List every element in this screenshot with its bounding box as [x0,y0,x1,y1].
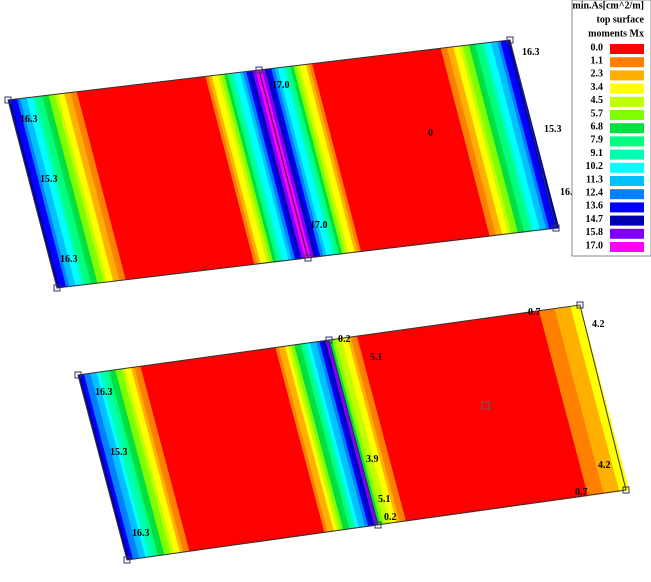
contour-label: 15.3 [544,124,562,135]
legend-label: 7.9 [591,135,604,146]
support-symbol [53,284,61,292]
support-symbol [4,96,12,104]
legend-swatch [610,202,644,213]
legend-label: 12.4 [586,187,604,198]
contour-label: 0.7 [528,307,541,318]
legend-swatch [610,123,644,134]
legend-label: 5.7 [591,108,604,119]
contour-label: 3.9 [366,454,379,465]
contour-label: 15.3 [40,174,58,185]
legend-label: 2.3 [591,69,604,80]
support-symbol [325,336,333,344]
legend-label: 4.5 [591,95,604,106]
legend-title: min.As[cm^2/m] [572,0,644,11]
support-line [258,69,309,259]
legend-swatch [610,242,644,252]
legend: min.As[cm^2/m] top surface moments Mx 0.0 1.… [572,0,645,252]
support-symbol [304,254,312,262]
contour-label: 4.2 [592,319,605,330]
legend-swatch [610,57,644,68]
contour-label: 16.3 [560,187,578,198]
contour-label: 16.3 [20,114,38,125]
legend-title: moments Mx [588,28,644,39]
legend-swatch [610,136,644,147]
legend-swatch [610,149,644,160]
legend-swatch [610,162,644,173]
legend-swatch [610,70,644,81]
legend-title: top surface [597,14,645,25]
contour-label: 5.1 [370,352,383,363]
contour-label: 15.3 [110,447,128,458]
support-symbol [74,371,82,379]
plates: 16.3 15.3 16.3 17.0 17.0 0 16.3 15.3 16.3 16.3 15.… [4,36,630,564]
legend-label: 17.0 [586,240,604,251]
legend-swatch [610,44,644,54]
support-symbol [123,556,131,564]
contour-label: 0.7 [575,487,588,498]
legend-label: 10.2 [586,161,604,172]
legend-swatch [610,189,644,200]
contour-label: 16.3 [60,254,78,265]
legend-label: 3.4 [591,82,604,93]
legend-label: 0.0 [591,42,604,53]
legend-swatch [610,83,644,94]
contour-label: 17.0 [310,220,328,231]
contour-label: 0 [428,128,433,139]
support-symbol [374,521,382,529]
legend-swatch [610,228,644,239]
contour-label: 5.1 [378,494,391,505]
legend-swatch [610,96,644,107]
support-symbol [506,36,514,44]
legend-label: 1.1 [591,55,604,66]
legend-label: 9.1 [591,148,604,159]
support-line [328,339,379,526]
contour-label: 0.2 [338,334,351,345]
contour-label: 16.3 [95,387,113,398]
legend-label: 11.3 [586,174,603,185]
legend-swatch [610,215,644,226]
support-symbol [576,301,584,309]
plate-outline [7,39,557,289]
contour-label: 4.2 [598,460,611,471]
contour-label: 16.3 [522,47,540,58]
legend-label: 13.6 [586,201,604,212]
plate-outline [77,304,627,561]
contour-label: 17.0 [272,80,290,91]
contour-label: 0.2 [384,512,397,523]
support-symbol [255,66,263,74]
support-symbol [622,486,630,494]
legend-swatch [610,110,644,120]
legend-label: 6.8 [591,121,604,132]
legend-label: 15.8 [586,227,604,238]
node-marker [481,401,490,410]
support-symbol [552,224,560,232]
legend-label: 14.7 [586,214,604,225]
legend-swatch [610,176,644,186]
contour-label: 16.3 [132,528,150,539]
